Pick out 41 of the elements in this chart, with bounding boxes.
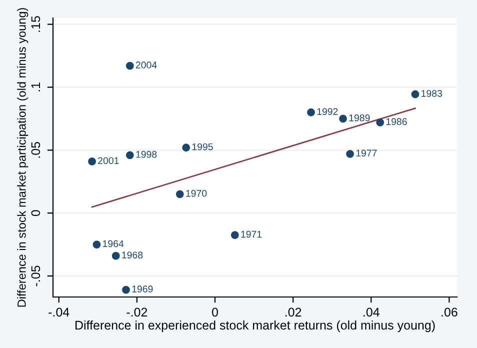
y-tick-label: .15 xyxy=(31,16,40,32)
annotation: 1964 xyxy=(103,240,124,248)
point xyxy=(126,151,134,160)
x-tick-label: -.04 xyxy=(48,308,70,317)
annotation: 1986 xyxy=(386,118,407,126)
x-tick-label: 0 xyxy=(212,308,218,317)
point xyxy=(346,150,354,158)
annotation: 1977 xyxy=(356,150,377,157)
y-tick-label: -.05 xyxy=(31,266,40,286)
x-tick-label: .04 xyxy=(364,308,380,317)
point xyxy=(176,190,184,198)
point xyxy=(411,90,420,98)
annotation: 1992 xyxy=(317,108,338,115)
annotation: 1968 xyxy=(122,252,143,258)
point xyxy=(126,62,134,70)
y-axis-title: Difference in stock market participation (old minus young) xyxy=(17,8,28,307)
point xyxy=(230,231,239,240)
x-tick-label: -.02 xyxy=(126,308,148,317)
x-tick-label: .06 xyxy=(442,308,458,317)
point xyxy=(339,114,347,123)
point xyxy=(307,108,315,116)
y-tick-label: .05 xyxy=(31,142,40,158)
point xyxy=(122,286,130,294)
point xyxy=(376,118,384,126)
point xyxy=(182,144,190,152)
annotation: 1983 xyxy=(422,90,442,97)
annotation: 1998 xyxy=(136,150,157,158)
annotation: 1969 xyxy=(132,286,153,292)
x-tick-label: .02 xyxy=(286,308,302,317)
point xyxy=(112,252,120,260)
annotation: 1995 xyxy=(192,143,213,150)
y-tick-label: .1 xyxy=(31,82,40,92)
annotation: 2001 xyxy=(98,157,119,164)
point xyxy=(92,240,101,248)
y-tick-label: 0 xyxy=(31,210,40,216)
annotation: 1971 xyxy=(241,230,262,238)
annotation: 1970 xyxy=(186,190,207,197)
annotation: 2004 xyxy=(136,62,157,68)
point xyxy=(88,158,96,166)
x-axis-title: Difference in experienced stock market returns (old minus young) xyxy=(76,320,435,332)
annotation: 1989 xyxy=(349,114,370,122)
